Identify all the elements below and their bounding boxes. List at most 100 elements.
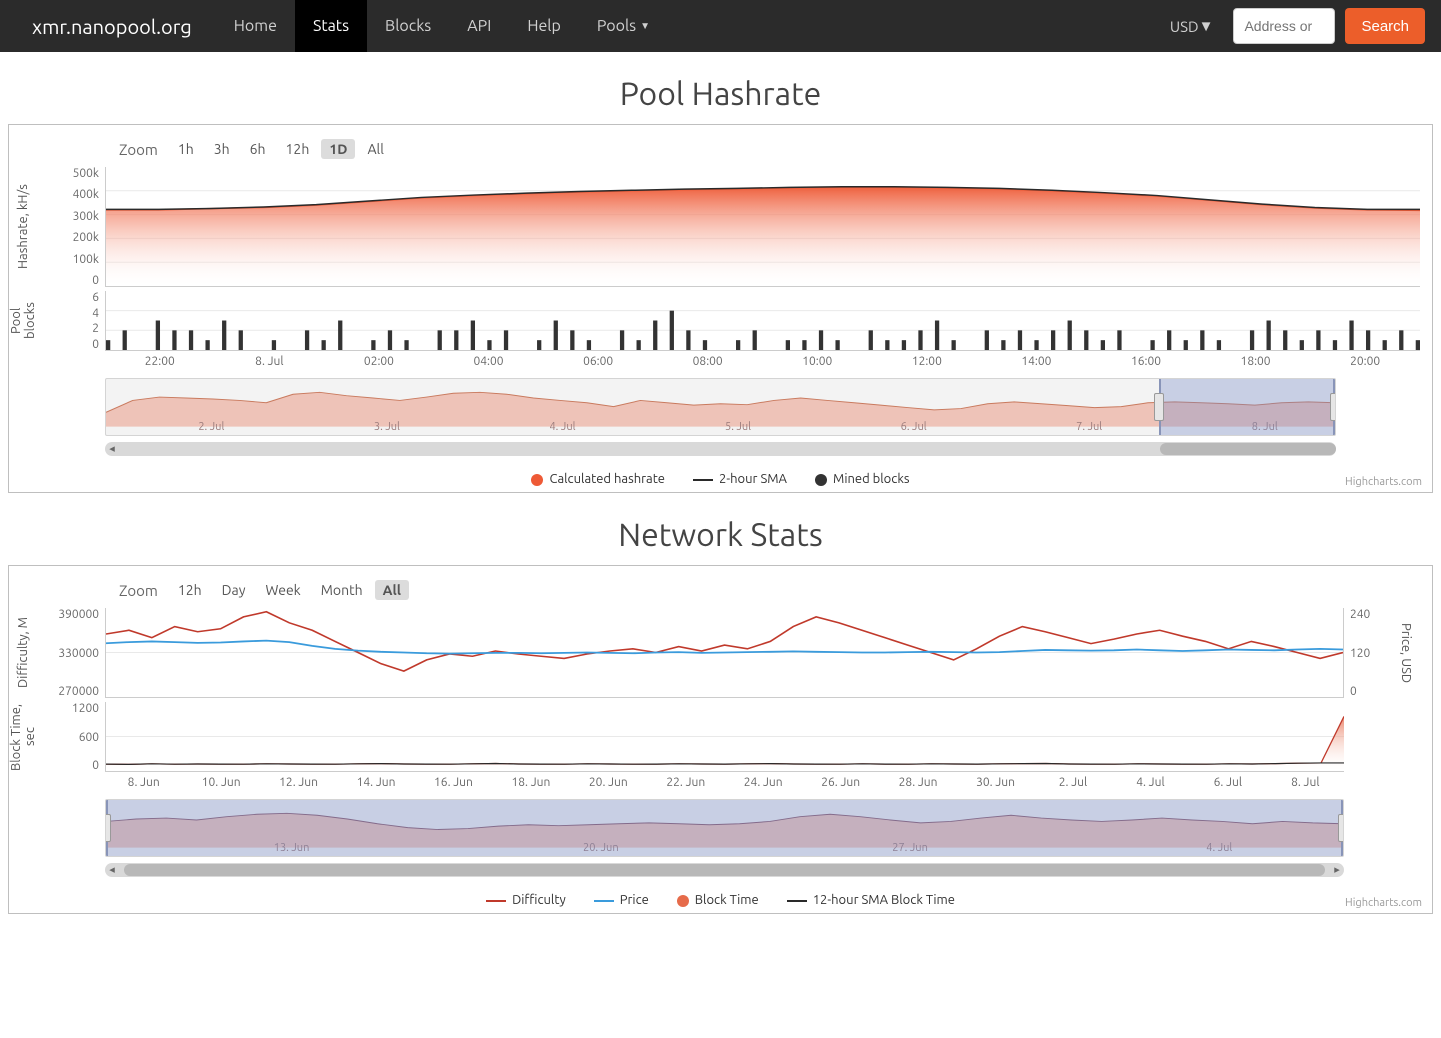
nav-item-api[interactable]: API: [449, 0, 509, 52]
chevron-left-icon[interactable]: ◂: [105, 442, 119, 456]
zoom-btn-6h[interactable]: 6h: [242, 139, 274, 159]
legend-item[interactable]: Mined blocks: [815, 472, 910, 486]
navigator-scrollbar[interactable]: ◂ ▸: [105, 442, 1336, 456]
chart-credits[interactable]: Highcharts.com: [1345, 897, 1422, 909]
zoom-btn-1h[interactable]: 1h: [170, 139, 202, 159]
chart-navigator[interactable]: 2. Jul3. Jul4. Jul5. Jul6. Jul7. Jul8. J…: [105, 378, 1336, 436]
yaxis-title-price: Price, USD: [1392, 608, 1420, 698]
legend-item[interactable]: 2-hour SMA: [693, 472, 787, 486]
scrollbar-thumb[interactable]: [124, 864, 1326, 876]
legend-item[interactable]: Block Time: [677, 893, 759, 907]
nav-item-help[interactable]: Help: [509, 0, 579, 52]
navigator-tick: 4. Jul: [549, 421, 575, 433]
chart-navigator[interactable]: 13. Jun20. Jun27. Jun4. Jul: [105, 799, 1344, 857]
legend-item[interactable]: Calculated hashrate: [531, 472, 665, 486]
nav-item-home[interactable]: Home: [216, 0, 295, 52]
yaxis-title-hashrate: Hashrate, kH/s: [9, 167, 37, 287]
axis-tick: 200k: [73, 231, 99, 244]
blocktime-chart: Block Time, sec 1200 600 0: [9, 702, 1344, 772]
axis-tick: 06:00: [543, 355, 653, 368]
zoom-btn-1d[interactable]: 1D: [321, 139, 355, 159]
nav-item-blocks[interactable]: Blocks: [367, 0, 449, 52]
legend-item[interactable]: Price: [594, 893, 649, 907]
zoom-btn-12h[interactable]: 12h: [278, 139, 318, 159]
yticks: 1200 600 0: [37, 702, 105, 772]
xaxis: 22:008. Jul02:0004:0006:0008:0010:0012:0…: [105, 351, 1420, 368]
nav-item-pools[interactable]: Pools▼: [579, 0, 668, 52]
zoom-btn-3h[interactable]: 3h: [206, 139, 238, 159]
yaxis-title-difficulty: Difficulty, M: [9, 608, 37, 698]
chevron-right-icon[interactable]: ▸: [1330, 863, 1344, 877]
scrollbar-thumb[interactable]: [1160, 443, 1336, 455]
navigator-handle-right[interactable]: [1330, 393, 1336, 421]
yaxis-title-blocktime: Block Time, sec: [9, 702, 37, 772]
axis-tick: 6: [92, 291, 99, 304]
navigator-mask[interactable]: [1159, 379, 1335, 435]
axis-tick: 0: [92, 274, 99, 287]
zoom-label: Zoom: [119, 582, 158, 599]
navigator-handle-right[interactable]: [1338, 814, 1344, 842]
axis-tick: 100k: [73, 253, 99, 266]
search-button[interactable]: Search: [1345, 8, 1425, 44]
nav-item-stats[interactable]: Stats: [295, 0, 367, 52]
currency-dropdown[interactable]: USD ▼: [1160, 17, 1224, 35]
navigator-scrollbar[interactable]: ◂ ▸: [105, 863, 1344, 877]
hashrate-plot[interactable]: [105, 167, 1420, 287]
axis-tick: 2: [92, 322, 99, 335]
zoom-btn-all[interactable]: All: [359, 139, 391, 159]
zoom-btn-all[interactable]: All: [375, 580, 409, 600]
navigator-handle-left[interactable]: [1154, 393, 1164, 421]
axis-tick: 12:00: [872, 355, 982, 368]
legend-dot-icon: [677, 895, 689, 907]
navigator-handle-left[interactable]: [105, 814, 111, 842]
zoom-btn-12h[interactable]: 12h: [170, 580, 210, 600]
nav-right: USD ▼ Search: [1160, 8, 1425, 44]
axis-tick: 22:00: [105, 355, 215, 368]
chevron-left-icon[interactable]: ◂: [105, 863, 119, 877]
axis-tick: 1200: [72, 702, 99, 715]
network-stats-card: Zoom 12hDayWeekMonthAll Difficulty, M 39…: [8, 565, 1433, 914]
yticks-left: 390000330000270000: [37, 608, 105, 698]
axis-tick: 12. Jun: [260, 776, 337, 789]
axis-tick: 4. Jul: [1112, 776, 1189, 789]
zoom-row: Zoom 12hDayWeekMonthAll: [9, 566, 1432, 608]
blocks-plot[interactable]: [105, 291, 1420, 351]
axis-tick: 0: [92, 759, 99, 772]
blocks-chart: Pool blocks 6420: [9, 291, 1420, 351]
axis-tick: 10:00: [762, 355, 872, 368]
yticks: 6420: [37, 291, 105, 351]
axis-tick: 270000: [58, 685, 99, 698]
yaxis-title-blocks: Pool blocks: [9, 291, 37, 351]
blocktime-plot[interactable]: [105, 702, 1344, 772]
brand[interactable]: xmr.nanopool.org: [32, 15, 192, 38]
legend: Difficulty Price Block Time 12-hour SMA Blo…: [9, 883, 1432, 913]
axis-tick: 16:00: [1091, 355, 1201, 368]
axis-tick: 22. Jun: [647, 776, 724, 789]
legend: Calculated hashrate 2-hour SMA Mined block…: [9, 462, 1432, 492]
axis-tick: 8. Jul: [1267, 776, 1344, 789]
legend-line-icon: [787, 900, 807, 902]
axis-tick: 10. Jun: [182, 776, 259, 789]
zoom-btn-week[interactable]: Week: [257, 580, 308, 600]
axis-tick: 600: [79, 731, 99, 744]
legend-line-icon: [693, 479, 713, 481]
legend-dot-icon: [531, 474, 543, 486]
xaxis: 8. Jun10. Jun12. Jun14. Jun16. Jun18. Ju…: [105, 772, 1344, 789]
zoom-btn-day[interactable]: Day: [214, 580, 254, 600]
legend-item[interactable]: 12-hour SMA Block Time: [787, 893, 955, 907]
chart-credits[interactable]: Highcharts.com: [1345, 476, 1422, 488]
search-input[interactable]: [1233, 8, 1335, 44]
navigator-tick: 7. Jul: [1076, 421, 1102, 433]
axis-tick: 400k: [73, 188, 99, 201]
diff-price-plot[interactable]: [105, 608, 1344, 698]
navigator-mask[interactable]: [106, 800, 1343, 856]
chevron-down-icon: ▼: [1199, 17, 1214, 35]
legend-item[interactable]: Difficulty: [486, 893, 566, 907]
navigator-tick: 6. Jul: [901, 421, 927, 433]
axis-tick: 300k: [73, 210, 99, 223]
legend-line-icon: [594, 900, 614, 902]
axis-tick: 14:00: [982, 355, 1092, 368]
axis-tick: 4: [92, 307, 99, 320]
navigator-tick: 3. Jul: [374, 421, 400, 433]
zoom-btn-month[interactable]: Month: [313, 580, 371, 600]
